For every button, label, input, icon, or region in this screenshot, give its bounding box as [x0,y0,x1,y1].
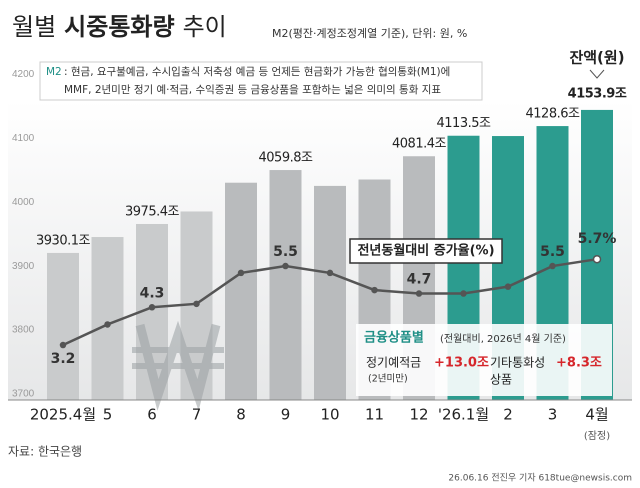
bar [47,252,79,400]
rate-value-label: 5.7% [578,231,617,247]
inset-value: +13.0조 [434,356,489,371]
inset-item: 정기예적금 [366,356,421,370]
bar-value-label: 3975.4조 [125,204,179,219]
chart-title: 월별 시중통화량 추이 [12,13,227,41]
won-icon [132,320,224,411]
x-tick-label: 2025.4월 [30,406,96,424]
x-tick-label: 8 [236,406,246,424]
x-tick-label: 5 [103,406,113,424]
subtitle: M2(평잔·계정조정계열 기준), 단위: 원, % [272,27,467,40]
x-tick-label: 12 [409,406,428,424]
y-tick-label: 4000 [12,197,35,208]
bar-value-label: 4059.8조 [259,151,313,166]
rate-point [592,254,602,264]
x-tick-label: 9 [281,406,291,424]
title-prefix: 월별 [12,13,56,41]
rate-point [326,269,334,277]
y-tick-label: 3800 [12,325,35,336]
bar [91,237,124,400]
inset-note: (전월대비, 2026년 4월 기준) [440,333,566,345]
x-tick-label: 2 [503,406,513,424]
x-tick-label: 3 [548,406,558,424]
legend-bar: 잔액(원) [569,49,624,67]
title-emphasis: 시중통화량 [64,13,174,41]
note-label: M2 [46,66,62,78]
bar [225,182,257,400]
inset-box [356,324,612,396]
rate-value-label: 4.3 [140,285,165,301]
legend-line: 전년동월대비 증가율(%) [357,243,494,259]
rate-value-label: 5.5 [273,244,298,260]
category-note: (잠정) [584,430,610,442]
note-line: : 현금, 요구불예금, 수시입출식 저축성 예금 등 언제든 현금화가 가능한… [64,65,450,78]
rate-point [193,300,200,308]
source: 자료: 한국은행 [8,444,82,459]
inset-title: 금융상품별 [364,330,424,346]
inset-value: +8.3조 [556,356,602,371]
rate-point [148,304,156,311]
note-line: MMF, 2년미만 정기 예·적금, 수익증권 등 금융상품을 포함하는 넓은 … [64,83,441,96]
inset-item-sub: (2년미만) [368,374,408,385]
bar-value-label: 3930.1조 [36,233,90,248]
inset-item-sub: 상품 [490,373,512,387]
y-tick-label: 3700 [12,389,35,400]
rate-point [59,341,67,349]
title-suffix: 추이 [183,13,227,41]
y-tick-label: 4200 [12,69,35,80]
x-tick-label: 4월 [585,406,608,424]
rate-point [460,290,467,297]
bar [269,170,302,400]
legend-line-box [349,238,503,264]
x-tick-label: '26.1월 [438,406,489,424]
legend-caret [589,69,605,79]
rate-value-label: 5.5 [540,244,565,260]
inset-item: 기타통화성 [490,356,545,370]
rate-value-label: 3.2 [51,351,76,367]
y-tick-label: 3900 [12,261,35,272]
x-tick-label: 6 [147,406,157,424]
rate-point [504,283,512,290]
bar-value-label: 4128.6조 [526,107,580,122]
x-tick-label: 11 [365,406,384,424]
rate-value-label: 4.7 [407,272,432,288]
x-tick-label: 7 [192,406,202,424]
rate-point [415,290,423,297]
rate-point [282,262,289,270]
rate-point [371,286,378,294]
x-tick-label: 10 [320,406,339,424]
note-box [39,61,483,101]
credit: 26.06.16 전진우 기자 618tue@newsis.com [448,473,632,484]
y-tick-label: 4100 [12,133,35,144]
bar-value-label: 4081.4조 [392,137,446,152]
rate-point [104,321,111,328]
rate-point [237,269,245,277]
bar-value-label: 4153.9조 [568,86,627,101]
bar [314,185,346,400]
bar-value-label: 4113.5조 [437,116,491,131]
rate-point [549,262,556,270]
inset: 금융상품별 (전월대비, 2026년 4월 기준) 정기예적금 (2년미만) +… [356,324,612,396]
